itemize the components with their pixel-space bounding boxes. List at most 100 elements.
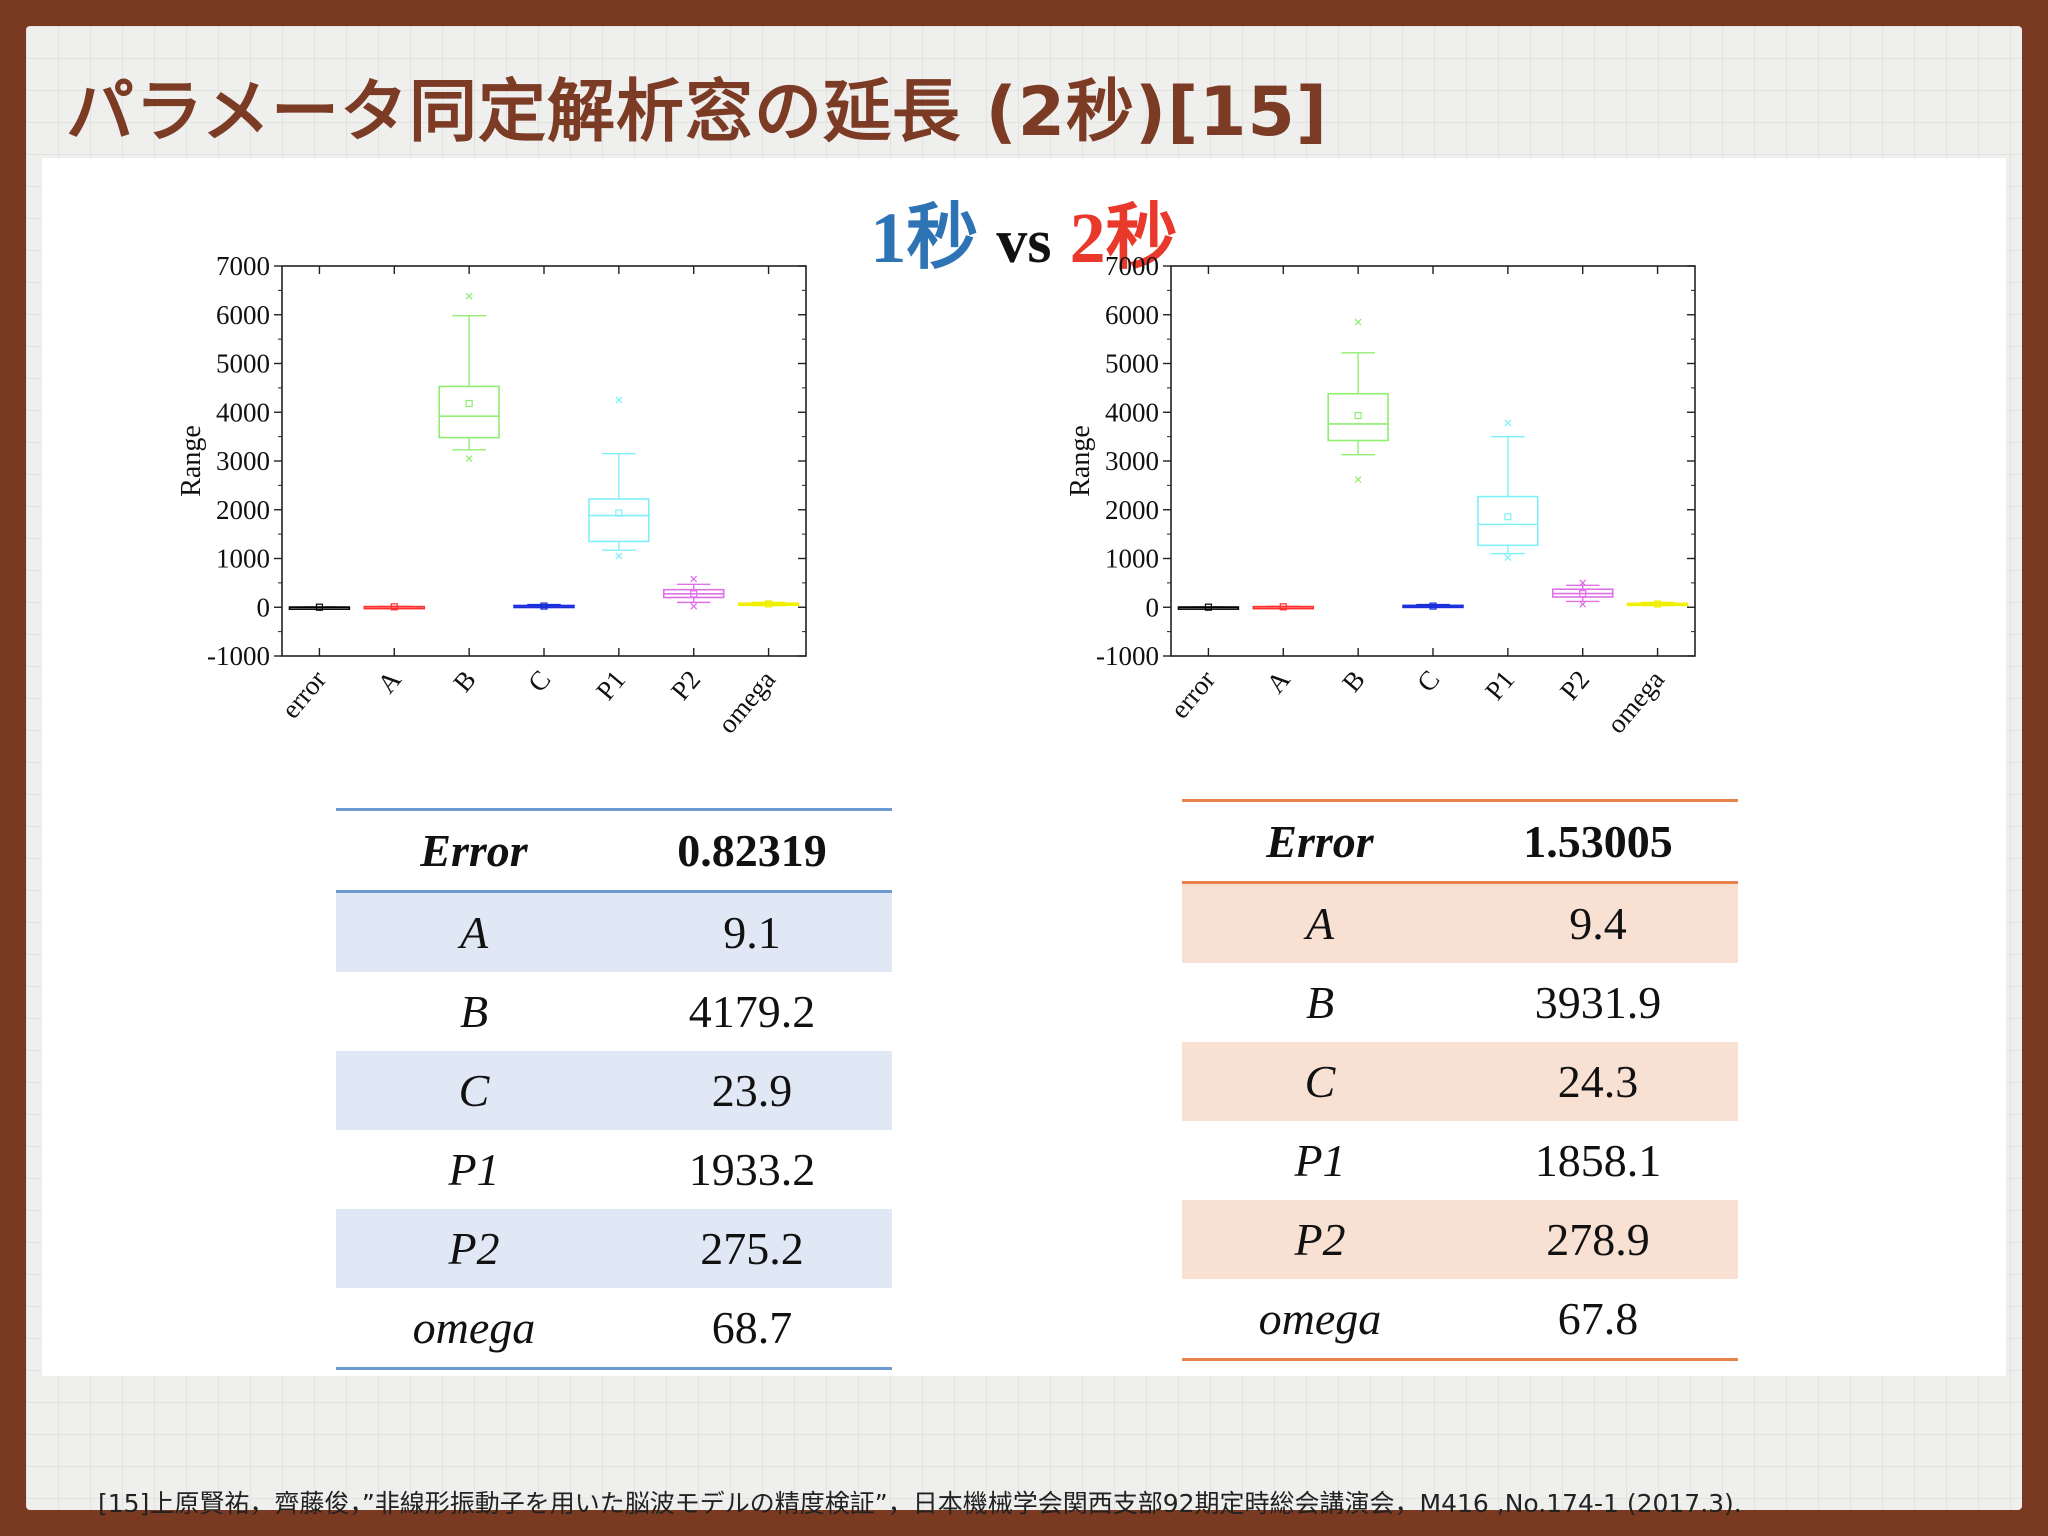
y-tick-label: 7000 [216, 251, 270, 281]
box-mean [764, 600, 773, 608]
slide-frame: パラメータ同定解析窓の延長 (2秒)[15] 1秒 vs 2秒 -1000 0 10… [26, 26, 2022, 1518]
y-tick-label: 4000 [1105, 397, 1159, 427]
box-outlier [1354, 476, 1362, 483]
param-value: 9.4 [1458, 882, 1738, 963]
x-tick-label: P1 [1479, 665, 1520, 706]
slide-title: パラメータ同定解析窓の延長 (2秒)[15] [66, 73, 1328, 152]
param-value: 3931.9 [1534, 977, 1662, 1028]
table-row: P1 1858.1 [1182, 1121, 1738, 1200]
param-value: 1933.2 [688, 1144, 816, 1195]
table-row: B 4179.2 [336, 972, 892, 1051]
x-tick-label: C [522, 665, 557, 698]
param-value: 67.8 [1458, 1279, 1738, 1361]
x-tick-label: error [275, 665, 332, 724]
param-value: 278.9 [1458, 1200, 1738, 1279]
param-name: C [1182, 1042, 1458, 1121]
result-table-1s: Error 0.82319 A 9.1 B 4179.2 C 23.9 P1 1933.… [336, 808, 892, 1370]
x-tick-label: B [1336, 665, 1371, 698]
y-tick-label: 4000 [216, 397, 270, 427]
box-outlier [690, 602, 698, 610]
param-value: 275.2 [612, 1209, 892, 1288]
y-tick-label: 1000 [216, 544, 270, 574]
box-mean [315, 603, 324, 611]
y-tick-label: 0 [257, 592, 271, 622]
comparison-vs: vs [996, 208, 1052, 276]
box-mean [540, 602, 548, 610]
x-tick-label: C [1411, 665, 1446, 698]
param-value: 1858.1 [1534, 1135, 1662, 1186]
x-tick-label: A [371, 664, 407, 699]
table-row: P2 278.9 [1182, 1200, 1738, 1279]
header-value: 1.53005 [1458, 799, 1738, 884]
table-row: omega 68.7 [336, 1288, 892, 1370]
table-header-row: Error 1.53005 [1182, 799, 1738, 884]
reference-footnote: [15]上原賢祐，齊藤俊，”非線形振動子を用いた脳波モデルの精度検証”，日本機械… [98, 1489, 1742, 1518]
box-outlier [1504, 419, 1512, 427]
param-value: 23.9 [612, 1051, 892, 1130]
y-tick-label: 0 [1146, 592, 1160, 622]
box-outlier [1579, 579, 1587, 587]
y-tick-label: 3000 [1105, 446, 1159, 476]
box-outlier [615, 396, 623, 404]
box-outlier [465, 455, 473, 463]
box-outlier [465, 292, 473, 300]
y-tick-label: 6000 [216, 300, 270, 330]
header-name: Error [336, 808, 612, 893]
box-outlier [1579, 600, 1587, 608]
table-row: P1 1933.2 [336, 1130, 892, 1209]
param-value: 9.1 [612, 891, 892, 972]
param-name: P1 [1294, 1135, 1346, 1186]
box-outlier [1354, 318, 1362, 326]
y-tick-label: 2000 [1105, 495, 1159, 525]
result-table-2s: Error 1.53005 A 9.4 B 3931.9 C 24.3 P1 1858.… [1182, 799, 1738, 1361]
box-mean [615, 509, 623, 517]
box-outlier [690, 575, 698, 583]
table-row: A 9.4 [1182, 882, 1738, 963]
plot-frame [1170, 265, 1696, 657]
box-P1 [1477, 495, 1539, 547]
box-mean [690, 590, 698, 598]
boxplot-1s: -1000 0 1000 2000 3000 4000 5000 6000 7000 Range e… [176, 251, 807, 739]
box-mean [465, 399, 473, 408]
comparison-left: 1秒 [870, 198, 979, 278]
y-tick-label: 7000 [1105, 251, 1159, 281]
y-tick-label: 6000 [1105, 300, 1159, 330]
x-tick-label: B [447, 665, 482, 698]
box-mean [1429, 602, 1437, 610]
param-name: B [459, 986, 489, 1037]
param-name: P2 [1182, 1200, 1458, 1279]
y-axis-title: Range [1065, 425, 1096, 497]
y-tick-label: -1000 [1096, 641, 1159, 671]
y-tick-label: 2000 [216, 495, 270, 525]
table-row: C 24.3 [1182, 1042, 1738, 1121]
param-value: 4179.2 [688, 986, 816, 1037]
x-tick-label: omega [712, 665, 781, 739]
table-row: C 23.9 [336, 1051, 892, 1130]
y-tick-label: 3000 [216, 446, 270, 476]
box-mean [1279, 603, 1287, 611]
param-name: omega [1182, 1279, 1458, 1361]
box-outlier [1504, 554, 1512, 561]
x-tick-label: P2 [665, 665, 706, 706]
y-axis-title: Range [176, 425, 207, 497]
param-value: 24.3 [1458, 1042, 1738, 1121]
param-name: C [336, 1051, 612, 1130]
box-B [1327, 392, 1389, 442]
box-mean [1354, 411, 1362, 420]
x-tick-label: error [1164, 665, 1221, 724]
y-tick-label: 1000 [1105, 544, 1159, 574]
param-name: A [336, 891, 612, 972]
table-row: A 9.1 [336, 891, 892, 972]
comparison-heading: 1秒 vs 2秒 [42, 178, 2006, 283]
boxplot-2s: -1000 0 1000 2000 3000 4000 5000 6000 7000 Range e… [1065, 251, 1696, 739]
box-outlier [615, 552, 623, 560]
x-tick-label: P1 [590, 665, 631, 706]
y-tick-label: 5000 [1105, 349, 1159, 379]
box-B [438, 385, 500, 439]
y-tick-label: 5000 [216, 349, 270, 379]
x-tick-label: omega [1601, 665, 1670, 739]
plot-frame [281, 265, 807, 657]
table-header-row: Error 0.82319 [336, 808, 892, 893]
param-name: B [1305, 977, 1335, 1028]
param-value: 68.7 [612, 1288, 892, 1370]
